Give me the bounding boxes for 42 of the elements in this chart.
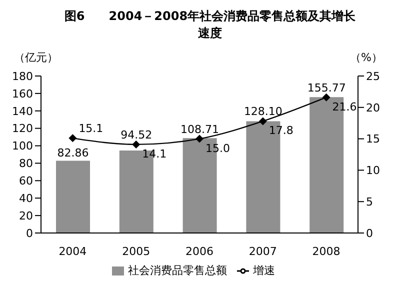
y-tick-label: 60 bbox=[19, 174, 33, 188]
x-tick-label: 2005 bbox=[122, 244, 150, 258]
y-tick-label: 140 bbox=[12, 104, 33, 118]
y-tick-label: 20 bbox=[19, 209, 33, 222]
data-label: 128.10 bbox=[244, 105, 282, 118]
data-label: 108.71 bbox=[180, 122, 220, 136]
x-tick-label: 2007 bbox=[248, 244, 277, 258]
y2-tick-label: 0 bbox=[366, 226, 373, 240]
y2-tick-label: 25 bbox=[366, 70, 380, 83]
chart-title: 图6 2004－2008年社会消费品零售总额及其增长速度 bbox=[63, 8, 357, 42]
data-label: 17.8 bbox=[268, 124, 294, 138]
legend-label: 社会消费品零售总额 bbox=[128, 264, 227, 277]
point bbox=[258, 117, 267, 126]
y-tick-label: 40 bbox=[19, 192, 33, 206]
point bbox=[322, 93, 330, 102]
x-tick-label: 2006 bbox=[186, 244, 214, 258]
data-label: 82.86 bbox=[57, 146, 89, 160]
data-label: 14.1 bbox=[142, 147, 167, 160]
y2-tick-label: 5 bbox=[366, 196, 373, 209]
point bbox=[196, 134, 204, 143]
y2-axis-title: （%） bbox=[350, 50, 382, 65]
data-label: 15.0 bbox=[206, 142, 230, 155]
data-label: 15.1 bbox=[78, 122, 104, 136]
y-tick-label: 0 bbox=[26, 226, 33, 240]
y2-tick-label: 10 bbox=[366, 164, 380, 178]
y2-tick-label: 20 bbox=[366, 101, 380, 114]
y-tick-label: 100 bbox=[12, 140, 33, 153]
bar bbox=[56, 160, 90, 233]
legend-label: 增速 bbox=[253, 264, 275, 277]
y-tick-label: 180 bbox=[12, 70, 33, 83]
y-axis-title: （亿元） bbox=[14, 50, 58, 65]
point bbox=[132, 140, 140, 148]
data-label: 155.77 bbox=[307, 81, 346, 94]
y2-tick-label: 15 bbox=[366, 132, 380, 146]
y-tick-label: 160 bbox=[12, 87, 33, 100]
y-tick-label: 80 bbox=[19, 157, 33, 170]
x-tick-label: 2008 bbox=[312, 244, 340, 258]
data-label: 21.6 bbox=[332, 100, 357, 114]
data-label: 94.52 bbox=[120, 128, 152, 142]
y-tick-label: 120 bbox=[12, 122, 33, 136]
point bbox=[68, 134, 77, 142]
x-tick-label: 2004 bbox=[58, 244, 87, 258]
